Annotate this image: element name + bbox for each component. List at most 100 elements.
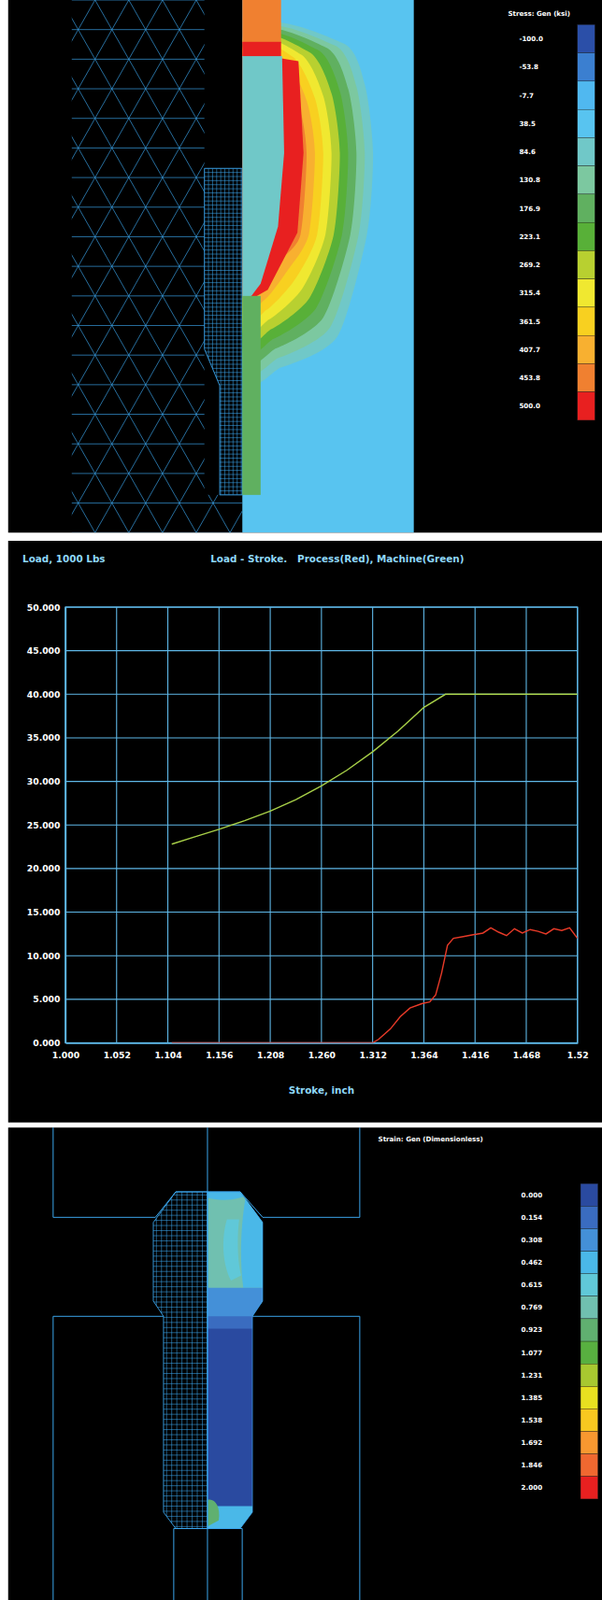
series-line xyxy=(172,928,578,1044)
tool-outline xyxy=(53,1128,360,1219)
contour-band xyxy=(207,1289,266,1320)
x-axis-title: Stroke, inch xyxy=(288,1085,355,1097)
contour-band xyxy=(207,1317,266,1330)
tick-label: 1.260 xyxy=(308,1050,336,1061)
chart-title: Load - Stroke. Process(Red), Machine(Gre… xyxy=(210,553,464,565)
colorbar-box xyxy=(580,1184,599,1207)
tick-label: 10.000 xyxy=(27,951,61,962)
colorbar-box xyxy=(577,166,596,195)
colorbar-box xyxy=(577,109,596,138)
contour-band xyxy=(223,1220,242,1283)
tool-outline xyxy=(173,1530,243,1600)
tick: 35.000 xyxy=(27,732,66,744)
tick-label: 1.208 xyxy=(257,1050,285,1061)
colorbar-box xyxy=(580,1409,599,1433)
colorbar-box xyxy=(577,81,596,110)
colorbar-label: 361.5 xyxy=(518,317,541,327)
colorbar-title: Stress: Gen (ksi) xyxy=(507,9,571,18)
tick: 1.468 xyxy=(513,1044,541,1061)
colorbar-box xyxy=(580,1364,599,1388)
plot-frame xyxy=(65,607,578,1044)
tick: 25.000 xyxy=(27,820,66,832)
panel-background xyxy=(8,541,602,1124)
page: -100.0-53.8-7.738.584.6130.8176.9223.126… xyxy=(8,0,602,1600)
contour-band xyxy=(242,36,332,335)
colorbar-label: 0.000 xyxy=(521,1191,544,1201)
colorbar-box xyxy=(580,1387,599,1410)
colorbar-box xyxy=(580,1275,599,1298)
colorbar-box xyxy=(577,194,596,223)
tick-label: 5.000 xyxy=(32,994,60,1005)
tick-label: 20.000 xyxy=(27,863,61,875)
tick-label: 1.312 xyxy=(359,1050,387,1061)
tick-label: 40.000 xyxy=(27,689,61,701)
series-line xyxy=(172,694,578,845)
tick: 5.000 xyxy=(32,994,66,1005)
colorbar-label: 0.462 xyxy=(521,1259,544,1268)
axis-line xyxy=(66,1043,579,1045)
grid-line xyxy=(65,999,578,1001)
fine-mesh xyxy=(204,168,243,496)
contour xyxy=(207,1184,266,1537)
grid xyxy=(65,607,578,1044)
contour-band xyxy=(242,0,282,43)
colorbar-label: 0.615 xyxy=(521,1281,544,1290)
y-axis: 0.0005.00010.00015.00020.00025.00030.000… xyxy=(27,602,67,1049)
x-axis: 1.0001.0521.1041.1561.2081.2601.3121.364… xyxy=(52,1044,589,1061)
colorbar-box xyxy=(577,363,596,392)
colorbar-label: 223.1 xyxy=(518,232,541,242)
tick: 45.000 xyxy=(27,645,66,657)
grid-line xyxy=(65,912,578,914)
colorbar: 0.0000.1540.3080.4620.6150.7690.9231.077… xyxy=(521,1184,599,1501)
colorbar-label: 1.692 xyxy=(521,1439,544,1448)
tick-label: 1.052 xyxy=(103,1050,131,1061)
contour-band xyxy=(242,296,261,496)
colorbar-label: 0.769 xyxy=(521,1304,544,1313)
colorbar-label: 1.385 xyxy=(521,1394,544,1404)
tick-label: 35.000 xyxy=(27,732,61,744)
colorbar-box xyxy=(577,222,596,251)
colorbar-label: 315.4 xyxy=(518,288,541,298)
tick: 1.312 xyxy=(359,1044,387,1061)
tick: 1.364 xyxy=(410,1044,439,1061)
contour-band xyxy=(242,21,373,386)
grid-line xyxy=(65,956,578,958)
colorbar-label: 1.846 xyxy=(521,1462,544,1471)
colorbar-label: -53.8 xyxy=(518,62,539,72)
contour-band xyxy=(242,39,324,325)
colorbar-box xyxy=(580,1230,599,1253)
tick: 0.000 xyxy=(32,1038,66,1049)
colorbar-label: 2.000 xyxy=(521,1484,544,1493)
colorbar-label: 176.9 xyxy=(518,204,541,214)
colorbar-label: 269.2 xyxy=(518,260,541,270)
colorbar-box xyxy=(580,1432,599,1455)
tick: 1.104 xyxy=(154,1044,183,1061)
contour-band xyxy=(242,42,282,57)
tool-outline xyxy=(53,1317,164,1600)
contour-band xyxy=(207,1184,266,1537)
colorbar-box xyxy=(580,1252,599,1276)
workpiece-outline xyxy=(153,1192,208,1531)
contour-band xyxy=(242,42,316,315)
tool-outline xyxy=(206,1128,208,1600)
contour-band xyxy=(242,56,285,299)
colorbar-label: 0.923 xyxy=(521,1327,544,1336)
tick-label: 45.000 xyxy=(27,645,61,657)
colorbar-label: 453.8 xyxy=(518,373,541,383)
colorbar-box xyxy=(580,1206,599,1230)
tick-label: 1.416 xyxy=(461,1050,489,1061)
tick: 20.000 xyxy=(27,863,66,875)
tick-label: 0.000 xyxy=(32,1038,60,1049)
tick: 1.208 xyxy=(257,1044,285,1061)
tick: 1.052 xyxy=(103,1044,131,1061)
tick: 10.000 xyxy=(27,951,66,962)
grid-line xyxy=(65,781,578,783)
colorbar-box xyxy=(577,335,596,364)
tick-label: 1.000 xyxy=(52,1050,80,1061)
colorbar-box xyxy=(577,392,596,421)
contour-band xyxy=(207,1501,219,1529)
workpiece-outline xyxy=(207,1192,263,1531)
grid-line xyxy=(65,650,578,652)
grid-line xyxy=(65,868,578,870)
grid-line xyxy=(65,825,578,827)
